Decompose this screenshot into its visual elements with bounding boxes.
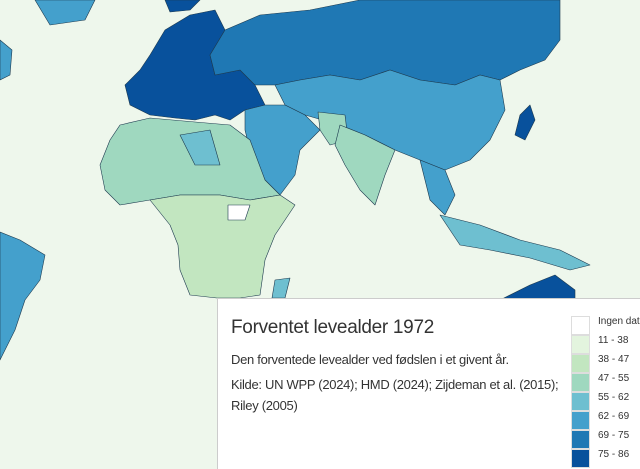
legend-swatch [571,354,590,373]
map-description: Den forventede levealder ved fødslen i e… [231,352,509,367]
legend-swatch [571,430,590,449]
legend-item: 47 - 55 [571,373,640,392]
legend-item: 69 - 75 [571,430,640,449]
legend-item: 38 - 47 [571,354,640,373]
land [34,0,96,26]
legend-label: Ingen data [598,316,640,327]
legend-item: Ingen data [571,316,640,335]
map-title: Forventet levealder 1972 [231,317,434,338]
land [0,231,46,361]
legend-swatch [571,411,590,430]
legend-label: 47 - 55 [598,373,630,384]
legend-label: 11 - 38 [598,335,629,346]
legend-swatch [571,335,590,354]
legend-swatch [571,373,590,392]
legend-swatch [571,316,590,335]
legend-label: 38 - 47 [598,354,630,365]
land [499,274,576,301]
legend-label: 55 - 62 [598,392,630,403]
land [179,129,221,166]
legend-swatch [571,392,590,411]
legend-label: 75 - 86 [598,449,630,460]
legend-item: 75 - 86 [571,449,640,468]
legend-label: 69 - 75 [598,430,630,441]
legend: Ingen data 11 - 38 38 - 47 47 - 55 55 - 62 62… [571,316,640,468]
legend-item: 55 - 62 [571,392,640,411]
land [514,104,536,141]
land [419,159,456,216]
land [227,204,251,221]
land [149,194,296,299]
legend-label: 62 - 69 [598,411,630,422]
land [164,0,201,13]
legend-swatch [571,449,590,468]
legend-item: 62 - 69 [571,411,640,430]
legend-item: 11 - 38 [571,335,640,354]
land [271,277,291,299]
map-source: Kilde: UN WPP (2024); HMD (2024); Zijdem… [231,377,559,413]
land [334,124,396,206]
land [439,214,591,271]
land [0,39,13,81]
info-panel: Forventet levealder 1972 Den forventede … [217,298,640,469]
